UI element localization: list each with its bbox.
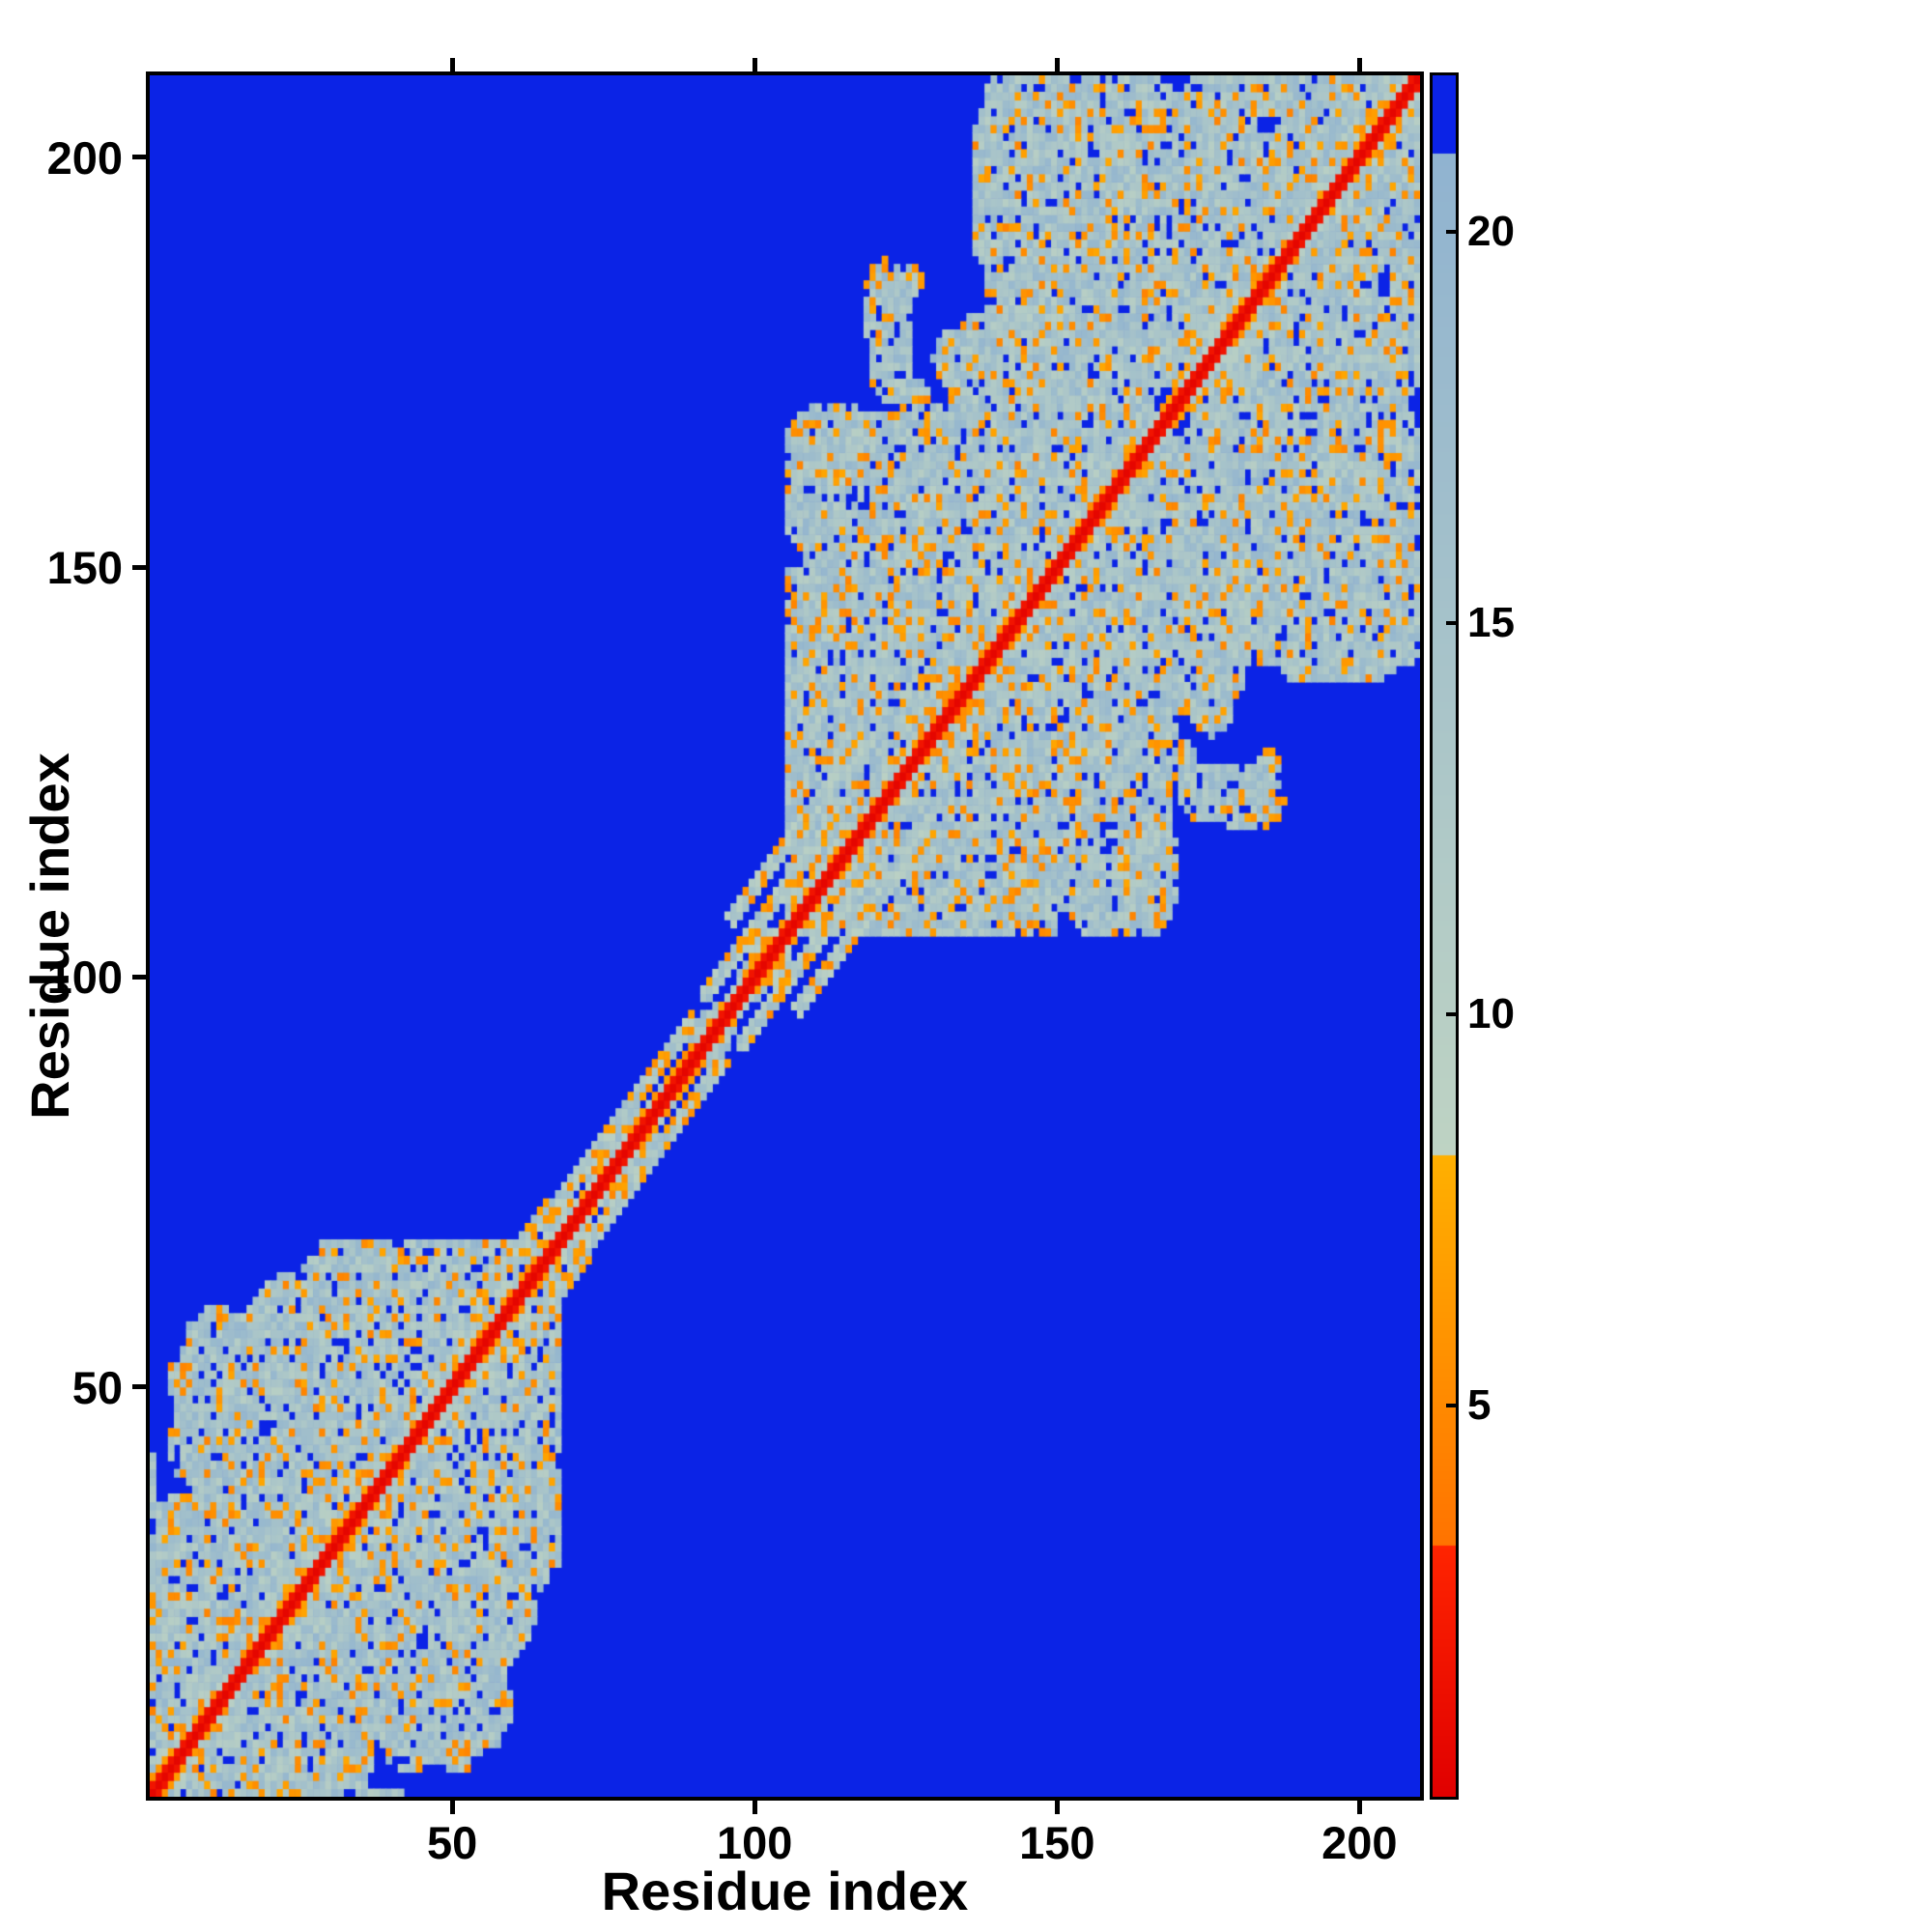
x-tick-label: 50: [426, 1817, 478, 1868]
plot-frame: [146, 71, 1424, 1801]
y-tick-mark-left: [132, 974, 146, 980]
heatmap-canvas: [150, 75, 1420, 1797]
y-tick-mark-left: [132, 1384, 146, 1390]
x-tick-mark-top: [1054, 58, 1060, 71]
x-tick-label: 150: [1019, 1817, 1095, 1868]
colorbar-tick-label: 5: [1467, 1381, 1492, 1429]
colorbar-tick-mark: [1446, 1012, 1459, 1016]
x-tick-mark-bottom: [1356, 1801, 1362, 1814]
y-tick-label: 50: [71, 1361, 123, 1413]
colorbar-tick-label: 10: [1467, 990, 1515, 1037]
x-tick-label: 200: [1321, 1817, 1398, 1868]
colorbar-frame: [1430, 72, 1459, 1800]
x-axis-label: Residue index: [601, 1861, 969, 1921]
x-tick-label: 100: [716, 1817, 793, 1868]
x-tick-mark-bottom: [1054, 1801, 1060, 1814]
colorbar-tick-mark: [1446, 230, 1459, 234]
colorbar-canvas: [1433, 75, 1456, 1797]
x-tick-mark-bottom: [752, 1801, 757, 1814]
y-tick-label: 200: [46, 131, 123, 184]
colorbar-tick-label: 15: [1467, 599, 1515, 646]
colorbar-tick-label: 20: [1467, 208, 1515, 255]
y-axis-label: Residue index: [19, 753, 80, 1120]
y-tick-label: 100: [46, 952, 123, 1004]
y-tick-mark-left: [132, 155, 146, 160]
y-tick-label: 150: [46, 542, 123, 594]
colorbar-tick-mark: [1446, 621, 1459, 625]
x-tick-mark-top: [752, 58, 757, 71]
colorbar-tick-mark: [1446, 1404, 1459, 1407]
x-tick-mark-top: [1356, 58, 1362, 71]
x-tick-mark-bottom: [449, 1801, 455, 1814]
y-tick-mark-left: [132, 564, 146, 570]
x-tick-mark-top: [449, 58, 455, 71]
